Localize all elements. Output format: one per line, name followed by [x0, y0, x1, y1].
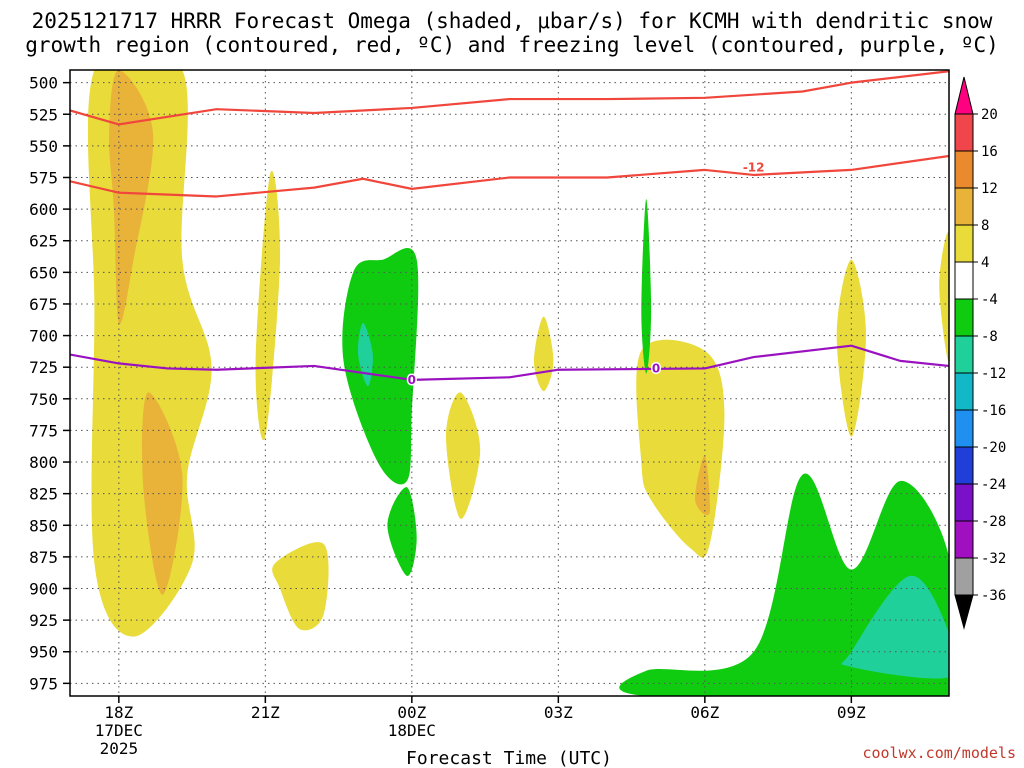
omega-colorbar: 20 16 12 8 4 -4 -8 -12 -16 -20 -24 -28 -32 -36 [954, 76, 1006, 630]
omega-region-11 [342, 247, 419, 485]
y-tick-label-900: 900 [29, 580, 58, 599]
y-tick-label-725: 725 [29, 358, 58, 377]
x-tick-label-09Z: 09Z [837, 703, 866, 722]
colorbar-label-2: 12 [981, 181, 998, 197]
y-tick-label-875: 875 [29, 548, 58, 567]
contour-lines-layer [70, 70, 949, 381]
x-tick-year-18Z: 2025 [100, 739, 139, 758]
x-tick-label-21Z: 21Z [251, 703, 280, 722]
colorbar-segment-9 [954, 446, 974, 485]
y-tick-label-800: 800 [29, 453, 58, 472]
omega-region-3 [255, 170, 281, 441]
colorbar-segment-1 [954, 150, 974, 189]
colorbar-segment-8 [954, 409, 974, 448]
omega-region-9 [836, 259, 866, 437]
contour-label-2-1: 0 [652, 361, 660, 375]
x-tick-label-03Z: 03Z [544, 703, 573, 722]
colorbar-label-7: -12 [981, 366, 1006, 382]
y-tick-label-600: 600 [29, 200, 58, 219]
colorbar-segment-5 [954, 298, 974, 337]
colorbar-label-9: -20 [981, 440, 1006, 456]
omega-region-16 [841, 575, 949, 679]
y-tick-label-925: 925 [29, 611, 58, 630]
x-tick-date-00Z: 18DEC [388, 721, 436, 740]
plot-frame [69, 69, 950, 697]
colorbar-segment-4 [954, 261, 974, 300]
colorbar-segment-3 [954, 224, 974, 263]
omega-region-2 [141, 392, 183, 595]
y-tick-label-575: 575 [29, 168, 58, 187]
chart-title-line-1: 2025121717 HRRR Forecast Omega (shaded, … [32, 9, 993, 33]
contour-label-2-0: 0 [408, 373, 416, 387]
contour-line-1 [70, 154, 949, 198]
chart-title-line-2: growth region (contoured, red, ºC) and f… [25, 33, 999, 57]
x-tick-label-00Z: 00Z [397, 703, 426, 722]
colorbar-bottom-arrow [954, 594, 974, 630]
y-tick-label-500: 500 [29, 74, 58, 93]
colorbar-label-6: -8 [981, 329, 998, 345]
grid-layer [70, 70, 949, 696]
colorbar-segment-0 [954, 113, 974, 152]
y-axis-ticks: 500 525 550 575 600 625 650 675 700 725 750 775 800 8… [29, 74, 70, 693]
colorbar-label-12: -32 [981, 551, 1006, 567]
omega-region-13 [387, 487, 417, 577]
colorbar-label-0: 20 [981, 107, 998, 123]
x-tick-date-18Z: 17DEC [95, 721, 143, 740]
x-tick-label-06Z: 06Z [690, 703, 719, 722]
colorbar-label-8: -16 [981, 403, 1006, 419]
y-tick-label-975: 975 [29, 674, 58, 693]
colorbar-label-5: -4 [981, 292, 998, 308]
colorbar-top-arrow [954, 76, 974, 115]
y-tick-label-675: 675 [29, 295, 58, 314]
y-tick-label-750: 750 [29, 390, 58, 409]
colorbar-segment-11 [954, 520, 974, 559]
contour-line-0 [70, 70, 949, 126]
omega-region-8 [695, 455, 711, 516]
colorbar-label-10: -24 [981, 477, 1006, 493]
contour-line-2 [70, 344, 949, 381]
colorbar-label-4: 4 [981, 255, 989, 271]
omega-region-1 [108, 70, 154, 325]
colorbar-segment-7 [954, 372, 974, 411]
colorbar-segment-12 [954, 557, 974, 596]
colorbar-label-1: 16 [981, 144, 998, 160]
omega-region-10 [939, 232, 949, 362]
y-tick-label-650: 650 [29, 263, 58, 282]
y-tick-label-550: 550 [29, 137, 58, 156]
omega-region-4 [272, 542, 329, 631]
omega-region-14 [641, 199, 652, 374]
y-tick-label-700: 700 [29, 327, 58, 346]
x-axis-label: Forecast Time (UTC) [406, 748, 612, 768]
x-tick-label-18Z: 18Z [104, 703, 133, 722]
colorbar-label-11: -28 [981, 514, 1006, 530]
colorbar-label-3: 8 [981, 218, 989, 234]
omega-region-12 [357, 322, 373, 387]
contour-label-1-0: -12 [743, 160, 765, 174]
credit-text: coolwx.com/models [862, 744, 1016, 762]
y-tick-label-625: 625 [29, 232, 58, 251]
y-tick-label-825: 825 [29, 485, 58, 504]
contour-labels-layer: -12 0 0 [406, 159, 766, 388]
y-tick-label-950: 950 [29, 643, 58, 662]
colorbar-segment-2 [954, 187, 974, 226]
omega-region-5 [446, 392, 481, 519]
colorbar-segment-6 [954, 335, 974, 374]
y-tick-label-775: 775 [29, 421, 58, 440]
y-tick-label-525: 525 [29, 105, 58, 124]
colorbar-label-13: -36 [981, 588, 1006, 604]
colorbar-segment-10 [954, 483, 974, 522]
y-tick-label-850: 850 [29, 516, 58, 535]
